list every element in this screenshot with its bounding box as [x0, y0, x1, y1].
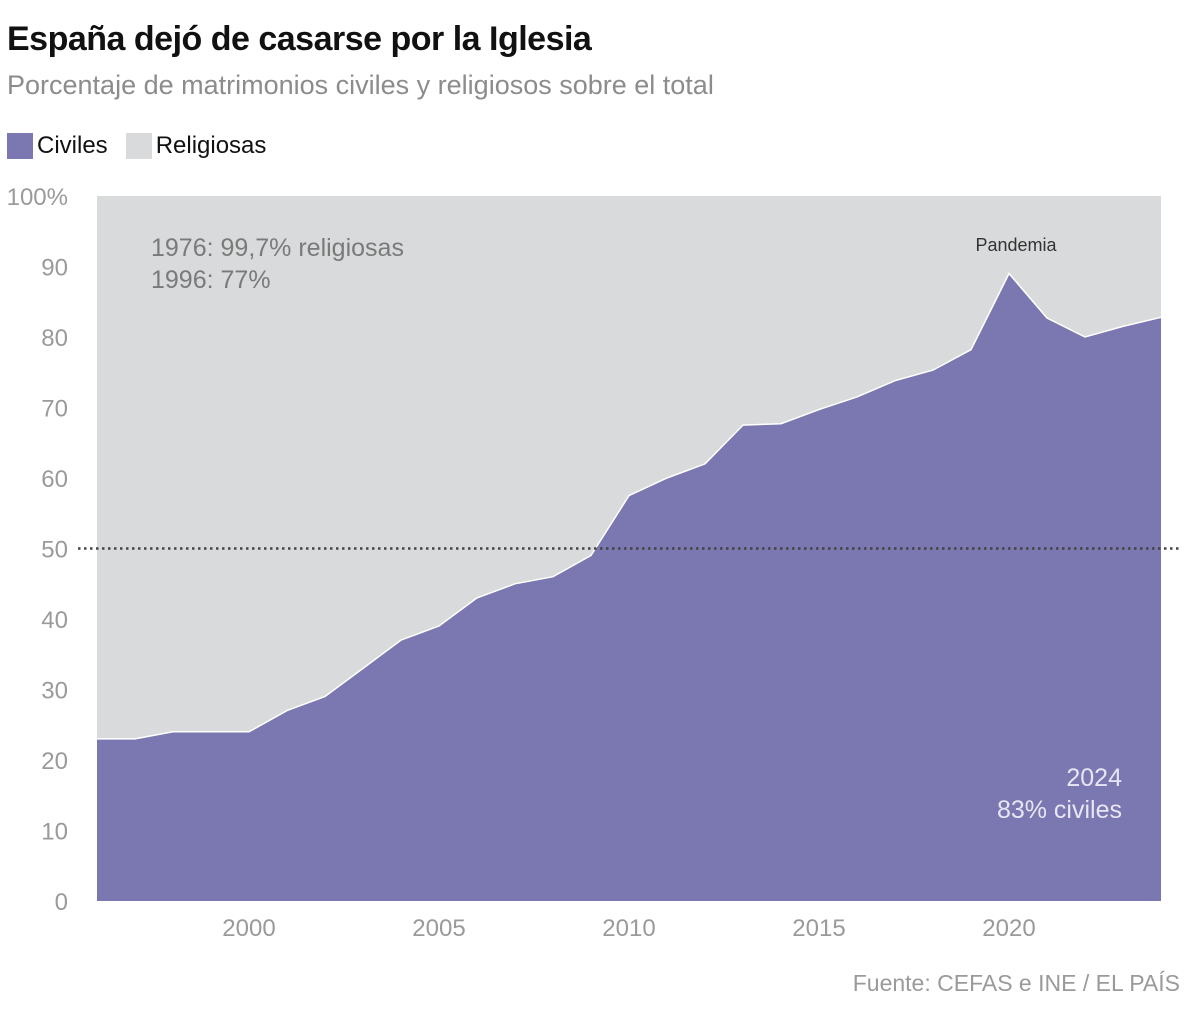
x-tick-label: 2020 — [982, 915, 1035, 942]
x-tick-label: 2000 — [222, 915, 275, 942]
civiles-area — [97, 273, 1161, 901]
annotation-1996: 1996: 77% — [151, 266, 271, 294]
legend-label-religiosas: Religiosas — [155, 132, 267, 159]
y-tick-label: 100% — [7, 184, 68, 211]
annotation-2024-value: 83% civiles — [997, 796, 1122, 824]
legend-swatch-civiles — [7, 133, 33, 159]
x-tick-label: 2005 — [412, 915, 465, 942]
civiles-line — [97, 272, 1162, 740]
annotation-pandemia: Pandemia — [975, 235, 1057, 255]
y-tick-label: 90 — [41, 255, 68, 282]
legend-item-religiosas: Religiosas — [125, 132, 267, 160]
y-tick-label: 0 — [55, 889, 68, 916]
legend-label-civiles: Civiles — [37, 132, 108, 159]
y-tick-label: 40 — [41, 607, 68, 634]
y-axis: 0 10 20 30 40 50 60 70 80 90 100% — [7, 184, 68, 916]
legend: Civiles Religiosas — [7, 132, 284, 160]
y-tick-label: 30 — [41, 678, 68, 705]
y-tick-label: 70 — [41, 396, 68, 423]
y-tick-label: 50 — [41, 537, 68, 564]
chart-subtitle: Porcentaje de matrimonios civiles y reli… — [7, 70, 714, 100]
area-chart: 0 10 20 30 40 50 60 70 80 90 100% 2000 2005 2010 2015… — [7, 184, 1182, 942]
legend-swatch-religiosas — [125, 133, 152, 159]
x-tick-label: 2010 — [602, 915, 655, 942]
x-tick-label: 2015 — [792, 915, 845, 942]
y-tick-label: 60 — [41, 466, 68, 493]
y-tick-label: 80 — [41, 325, 68, 352]
y-tick-label: 20 — [41, 748, 68, 775]
x-axis: 2000 2005 2010 2015 2020 — [222, 915, 1035, 942]
annotation-2024-year: 2024 — [1066, 764, 1122, 792]
chart-title: España dejó de casarse por la Iglesia — [7, 20, 592, 58]
y-tick-label: 10 — [41, 819, 68, 846]
source-note: Fuente: CEFAS e INE / EL PAÍS — [852, 970, 1180, 996]
legend-item-civiles: Civiles — [7, 132, 108, 160]
annotation-1976: 1976: 99,7% religiosas — [151, 234, 404, 262]
